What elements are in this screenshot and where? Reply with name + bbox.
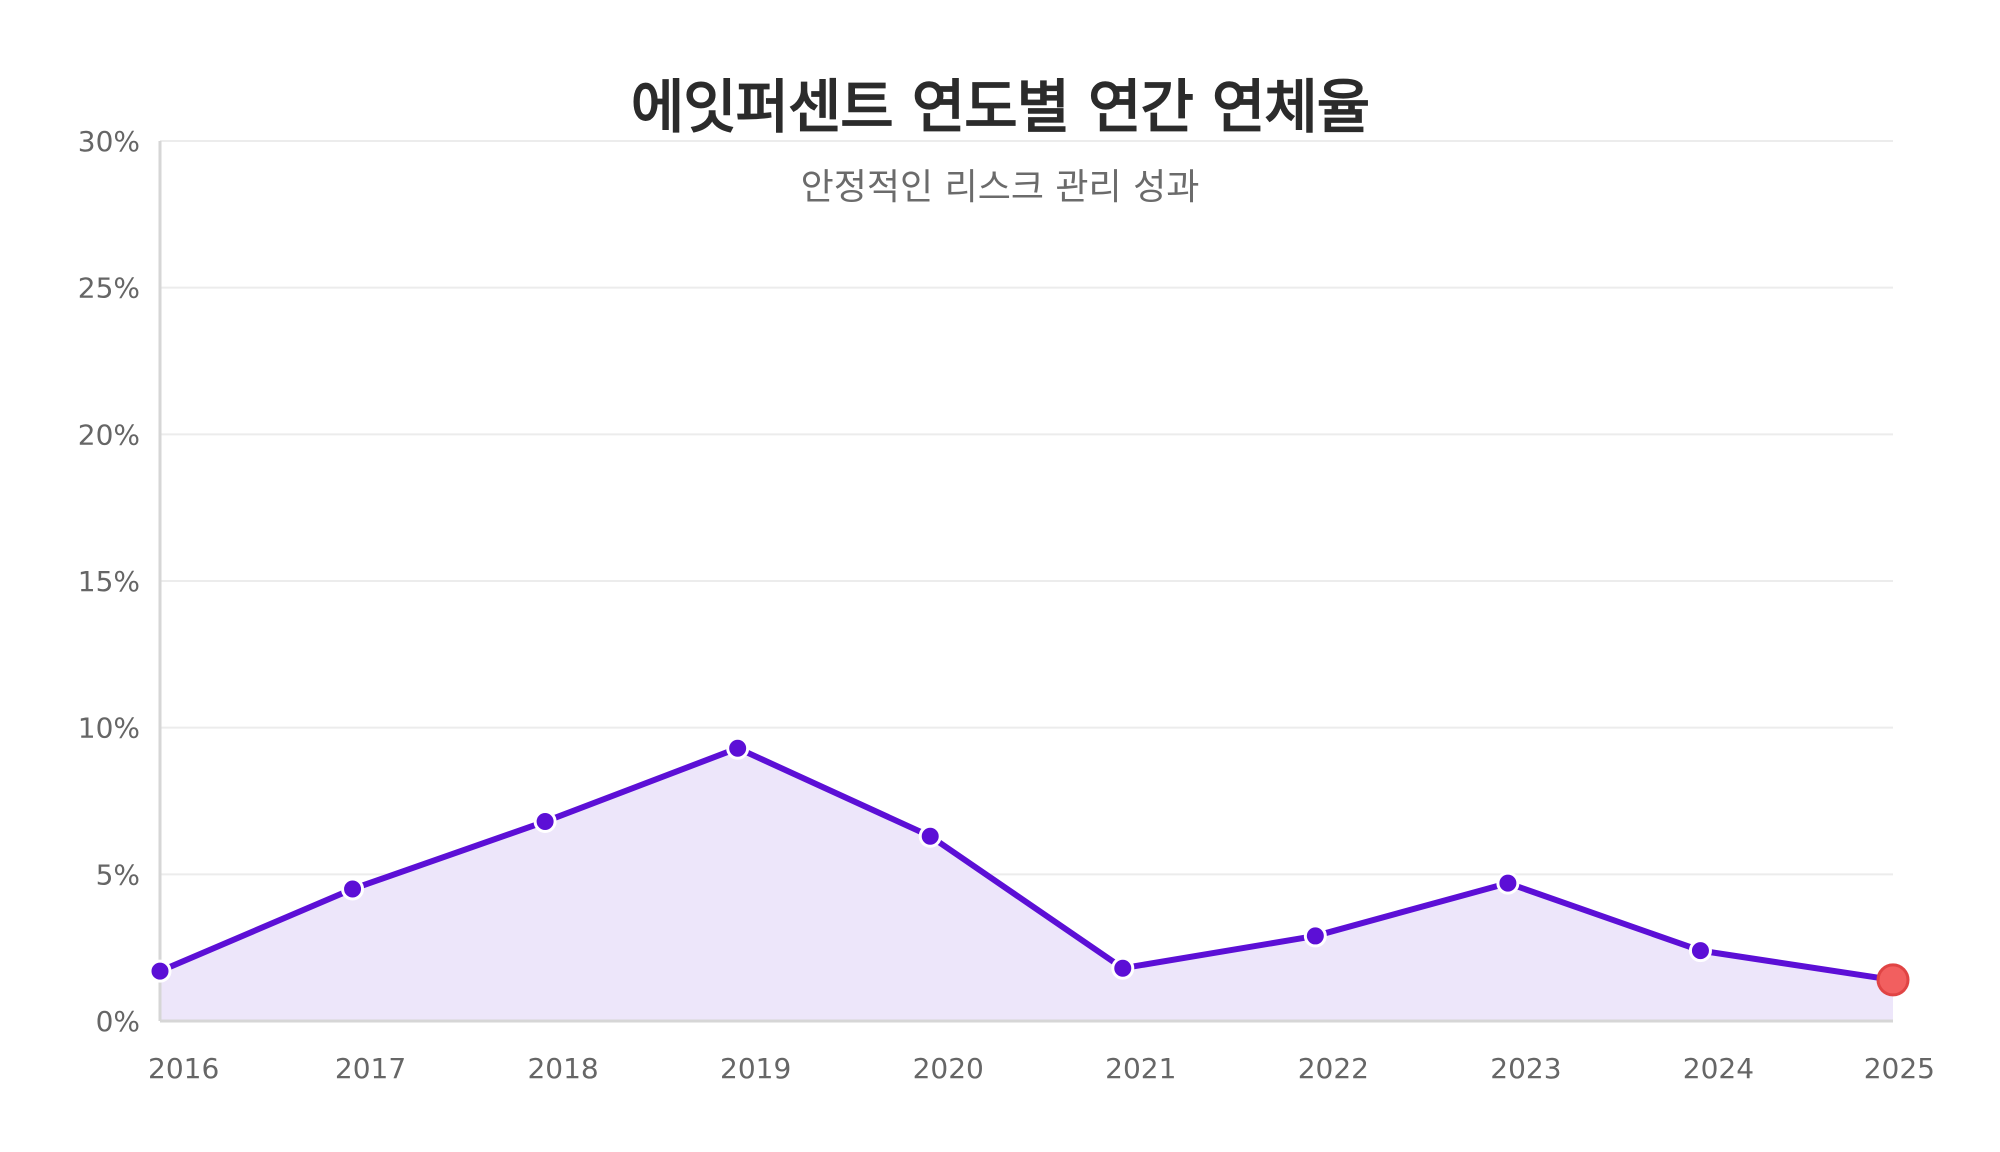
y-tick-label: 15% bbox=[78, 565, 140, 598]
x-tick-label: 2022 bbox=[1298, 1052, 1369, 1085]
y-tick-label: 0% bbox=[96, 1005, 140, 1038]
series-line bbox=[157, 745, 1896, 983]
data-point bbox=[1303, 924, 1327, 948]
x-tick-label: 2025 bbox=[1864, 1052, 1935, 1085]
chart-subtitle: 안정적인 리스크 관리 성과 bbox=[800, 167, 1200, 208]
x-tick-label: 2019 bbox=[720, 1052, 791, 1085]
x-tick-label: 2023 bbox=[1490, 1052, 1561, 1085]
x-tick-label: 2017 bbox=[335, 1052, 406, 1085]
data-point bbox=[148, 959, 172, 983]
area-fill bbox=[160, 748, 1893, 1021]
data-point bbox=[918, 824, 942, 848]
data-point bbox=[1496, 871, 1520, 895]
data-point bbox=[1688, 939, 1712, 963]
data-point-highlight bbox=[1876, 963, 1910, 997]
chart-title: 에잇퍼센트 연도별 연간 연체율 bbox=[630, 73, 1370, 141]
x-tick-label: 2016 bbox=[148, 1052, 219, 1085]
data-point bbox=[341, 877, 365, 901]
y-tick-label: 5% bbox=[96, 858, 140, 891]
data-point bbox=[1111, 956, 1135, 980]
x-tick-label: 2018 bbox=[527, 1052, 598, 1085]
x-tick-label: 2021 bbox=[1105, 1052, 1176, 1085]
data-point bbox=[726, 736, 750, 760]
data-point bbox=[533, 810, 557, 834]
y-tick-label: 30% bbox=[78, 125, 140, 158]
y-tick-label: 10% bbox=[78, 712, 140, 745]
x-tick-label: 2024 bbox=[1683, 1052, 1754, 1085]
y-tick-label: 20% bbox=[78, 418, 140, 451]
x-tick-label: 2020 bbox=[913, 1052, 984, 1085]
y-tick-label: 25% bbox=[78, 272, 140, 305]
